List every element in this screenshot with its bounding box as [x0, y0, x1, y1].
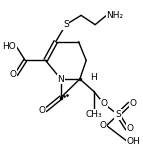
Text: O: O	[100, 121, 107, 130]
Text: S: S	[115, 110, 121, 119]
Text: O: O	[38, 106, 45, 115]
Text: N: N	[57, 75, 64, 83]
Text: CH₃: CH₃	[86, 110, 102, 119]
Text: O: O	[101, 99, 108, 108]
Text: O: O	[9, 70, 16, 79]
Text: O: O	[127, 124, 134, 133]
Text: O: O	[129, 99, 136, 108]
Text: OH: OH	[127, 137, 141, 146]
Text: HO: HO	[3, 42, 16, 51]
Text: H: H	[90, 73, 97, 82]
Text: S: S	[63, 20, 69, 29]
Text: NH₂: NH₂	[107, 11, 124, 20]
